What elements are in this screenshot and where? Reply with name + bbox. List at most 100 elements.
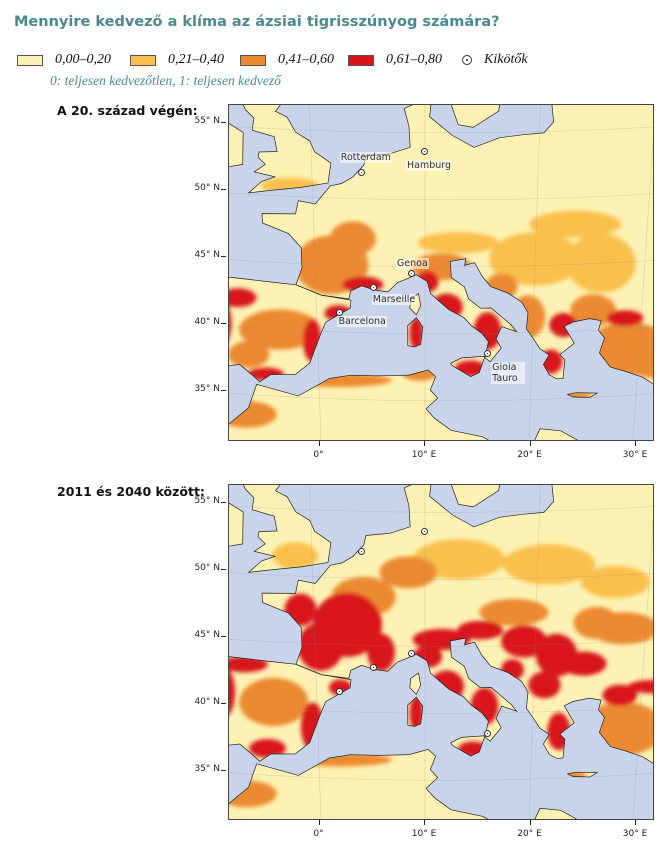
legend-label-class-1: 0,00–0,20 [55, 52, 111, 67]
port-marker-icon [420, 527, 428, 535]
map-1-title: A 20. század végén: [57, 103, 198, 118]
suitability-zone [580, 565, 650, 599]
suitability-zone [457, 620, 504, 640]
coastline-sardinia [407, 696, 424, 727]
coastline-sicily [450, 355, 486, 377]
lat-label: 50° N [186, 563, 226, 573]
graticule-lon [309, 105, 322, 440]
suitability-zone [229, 288, 257, 308]
lon-tick [318, 441, 320, 446]
legend-label-ports: Kikötők [484, 52, 528, 67]
suitability-zone [602, 684, 638, 706]
map-1-frame [228, 104, 654, 441]
lon-label: 30° E [622, 450, 648, 460]
legend-item-class-4: 0,61–0,80 [348, 52, 442, 68]
lat-label: 40° N [186, 317, 226, 327]
lon-tick [529, 820, 531, 825]
suitability-zone [402, 367, 437, 381]
figure-title: Mennyire kedvező a klíma az ázsiai tigri… [14, 14, 500, 30]
lat-label: 50° N [186, 183, 226, 193]
graticule-lat [229, 393, 653, 401]
graticule-lon [528, 105, 541, 440]
suitability-zone [288, 753, 392, 767]
legend: 0,00–0,20 0,21–0,40 0,41–0,60 0,61–0,80 … [17, 52, 657, 70]
suitability-zone [501, 625, 548, 658]
coastline-ireland [229, 123, 244, 168]
lat-label: 55° N [186, 116, 226, 126]
lat-label: 35° N [186, 384, 226, 394]
suitability-zone [239, 677, 309, 727]
lon-label: 10° E [411, 450, 437, 460]
port-label: Barcelona [337, 316, 387, 328]
lat-label: 55° N [186, 496, 226, 506]
legend-item-class-2: 0,21–0,40 [130, 52, 224, 68]
graticule-lat [229, 126, 653, 133]
suitability-zone [582, 701, 653, 756]
scale-note: 0: teljesen kedvezőtlen, 1: teljesen ked… [50, 73, 281, 88]
suitability-zone [589, 612, 653, 645]
port-label: Rotterdam [339, 152, 392, 164]
port-marker-icon [483, 350, 491, 358]
legend-item-class-1: 0,00–0,20 [17, 52, 111, 68]
suitability-zone [630, 359, 653, 378]
suitability-zone [549, 312, 577, 338]
map-2-svg [229, 485, 653, 819]
suitability-zone [297, 622, 344, 671]
suitability-zone [249, 739, 286, 758]
port-label: Hamburg [406, 159, 453, 171]
lon-label: 0° [313, 450, 324, 460]
legend-item-class-3: 0,41–0,60 [240, 52, 334, 68]
suitability-zone [529, 210, 622, 238]
lat-label: 40° N [186, 697, 226, 707]
suitability-zone [528, 671, 561, 699]
map-2-title: 2011 és 2040 között: [57, 484, 205, 499]
suitability-zone [570, 294, 617, 327]
legend-label-class-4: 0,61–0,80 [386, 52, 442, 67]
legend-swatch-class-1 [17, 54, 43, 66]
coastline-ireland [229, 502, 244, 547]
suitability-zone [539, 349, 563, 374]
graticule-lat [229, 639, 653, 647]
lon-label: 0° [313, 829, 324, 839]
port-marker-icon [370, 284, 378, 292]
lat-label: 45° N [186, 250, 226, 260]
graticule-lon [632, 139, 653, 440]
graticule-lat [229, 705, 653, 714]
coastline-crete [566, 392, 599, 398]
suitability-zone [547, 712, 571, 751]
legend-item-ports: Kikötők [462, 52, 528, 68]
port-symbol-icon [462, 55, 472, 65]
coastline-mainland [261, 485, 653, 764]
legend-label-class-3: 0,41–0,60 [278, 52, 334, 67]
coastline-britain [242, 105, 332, 194]
suitability-zone [229, 656, 268, 673]
graticule-lat [229, 326, 653, 334]
legend-swatch-class-3 [240, 54, 266, 66]
lon-tick [318, 820, 320, 825]
port-marker-icon [335, 308, 343, 316]
port-marker-icon [335, 688, 343, 696]
graticule-lat [229, 192, 653, 200]
lon-tick [424, 820, 425, 825]
suitability-zone [470, 687, 499, 726]
coastline-crete [566, 771, 599, 778]
port-label: Marseille [371, 293, 417, 305]
coastline-mainland [261, 105, 653, 385]
suitability-zone [329, 221, 376, 257]
suitability-zone [417, 232, 499, 254]
lon-tick [635, 441, 636, 446]
graticule-lat [229, 259, 653, 267]
suitability-zone [229, 668, 236, 717]
lon-tick [635, 820, 636, 825]
coastline-sicily [450, 735, 486, 757]
suitability-zone [229, 341, 270, 368]
port-marker-icon [370, 663, 378, 671]
graticule-lon [309, 485, 321, 819]
port-marker-icon [358, 168, 366, 176]
port-marker-icon [408, 270, 416, 278]
lon-label: 30° E [622, 829, 648, 839]
graticule-lon [632, 519, 653, 819]
suitability-zone [429, 670, 464, 703]
legend-swatch-class-2 [130, 54, 156, 66]
lon-label: 20° E [517, 829, 542, 839]
